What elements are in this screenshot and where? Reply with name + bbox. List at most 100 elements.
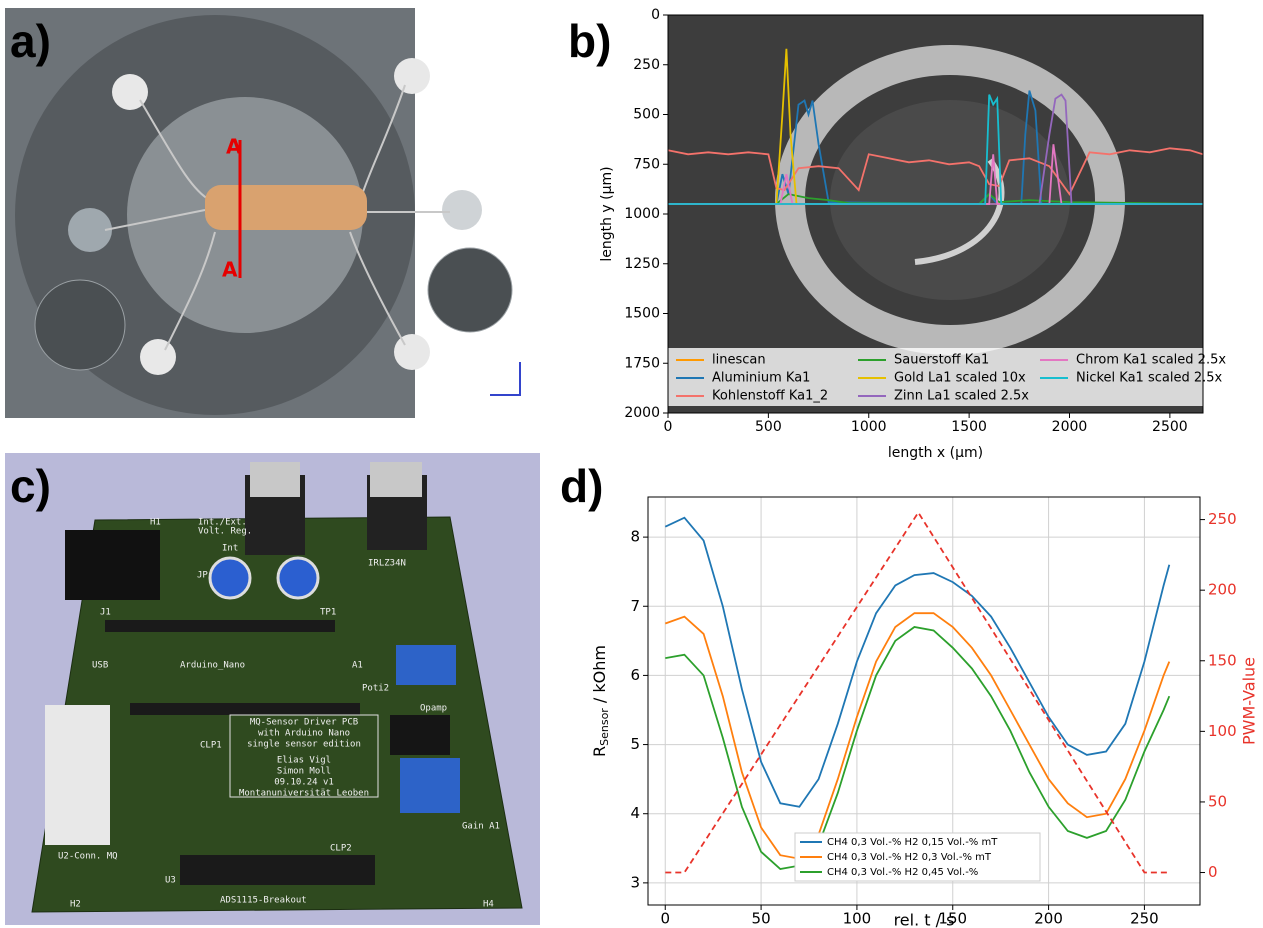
x-tick-label: 1500: [951, 419, 987, 435]
pcb-label: Poti2: [362, 684, 389, 694]
pcb-label: TP1: [320, 608, 336, 618]
header: [180, 855, 375, 885]
pcb-label: J1: [100, 608, 111, 618]
opamp-chip: [390, 715, 450, 755]
x-tick-label: 0: [660, 910, 670, 928]
y-tick-label: 500: [633, 107, 660, 123]
x-axis-label: length x (µm): [888, 445, 983, 461]
x-axis-label: rel. t / s: [894, 911, 955, 928]
legend-label: linescan: [712, 353, 766, 368]
x-tick-label: 100: [843, 910, 872, 928]
legend-label: Chrom Ka1 scaled 2.5x: [1076, 353, 1226, 368]
panel-label: d): [560, 460, 603, 512]
legend-label: CH4 0,3 Vol.-% H2 0,15 Vol.-% mT: [827, 837, 998, 848]
legend-label: CH4 0,3 Vol.-% H2 0,3 Vol.-% mT: [827, 852, 992, 863]
hole: [428, 248, 512, 332]
heatsink: [250, 462, 300, 497]
pcb-label: U2-Conn. MQ: [58, 852, 118, 862]
y-axis-label-main: length y (µm): [599, 166, 615, 261]
pcb-label: H2: [70, 900, 81, 910]
pcb-label: USB: [92, 661, 108, 671]
legend-label: Gold La1 scaled 10x: [894, 371, 1026, 386]
contact-pin: [394, 58, 430, 94]
y-tick-label: 6: [630, 666, 640, 684]
pcb-label: CLP1: [200, 741, 222, 751]
heatsink: [370, 462, 422, 497]
x-tick-label: 500: [755, 419, 782, 435]
y2-tick-label: 200: [1208, 581, 1237, 599]
capacitor: [278, 558, 318, 598]
legend-label: Zinn La1 scaled 2.5x: [894, 389, 1029, 404]
y-tick-label: 0: [651, 7, 660, 23]
sensor-tube: [205, 185, 367, 230]
y-tick-label: 250: [633, 57, 660, 73]
x-tick-label: 2000: [1052, 419, 1088, 435]
scale-bar: [490, 362, 520, 395]
contact-pin: [442, 190, 482, 230]
x-tick-label: 200: [1034, 910, 1063, 928]
y-tick-label: 4: [630, 804, 640, 822]
dc-jack: [65, 530, 160, 600]
y-tick-label: 7: [630, 597, 640, 615]
y2-axis-label: PWM-Value: [1240, 657, 1259, 745]
y2-tick-label: 100: [1208, 722, 1237, 740]
y2-tick-label: 50: [1208, 792, 1227, 810]
x-tick-label: 250: [1130, 910, 1159, 928]
figure: A A H1 J1 JP Int Int./Ext. Volt. Reg. TP…: [0, 0, 1263, 928]
hole: [35, 280, 125, 370]
pcb-info: Montanuniversität Leoben: [239, 789, 369, 799]
pcb-label: H4: [483, 900, 494, 910]
header: [105, 620, 335, 632]
pcb-info: Elias Vigl: [277, 756, 331, 766]
pcb-info: single sensor edition: [247, 740, 361, 750]
y-tick-label: 1000: [624, 206, 660, 222]
y-tick-label: 3: [630, 873, 640, 891]
pcb-info: MQ-Sensor Driver PCB: [250, 718, 358, 728]
header: [130, 703, 360, 715]
pcb-label: Arduino_Nano: [180, 661, 245, 671]
y2-tick-label: 150: [1208, 651, 1237, 669]
panel-label: b): [568, 15, 611, 67]
contact-pin: [140, 339, 176, 375]
pcb-label: IRLZ34N: [368, 559, 406, 569]
pcb-label: ADS1115-Breakout: [220, 896, 307, 906]
pcb-info: with Arduino Nano: [258, 729, 350, 739]
y-axis-label: length y (µm): [599, 166, 615, 261]
y-tick-label: 1750: [624, 355, 660, 371]
section-mark: A: [226, 135, 242, 159]
page: { "panel_labels": ["a)", "b)", "c)", "d)…: [0, 0, 1263, 928]
y2-tick-label: 250: [1208, 510, 1237, 528]
y-tick-label: 2000: [624, 405, 660, 421]
y2-tick-label: 0: [1208, 863, 1218, 881]
y-axis-label-unit: / kOhm: [590, 645, 609, 708]
pcb-info: Simon Moll: [277, 767, 331, 777]
x-tick-label: 0: [664, 419, 673, 435]
y-axis-label-main: R: [590, 746, 609, 757]
series-line: [665, 518, 1169, 807]
x-tick-label: 2500: [1152, 419, 1188, 435]
series-line: [665, 513, 1167, 873]
pcb-label: A1: [352, 661, 363, 671]
y-tick-label: 1500: [624, 306, 660, 322]
panel-label: c): [10, 460, 51, 512]
legend-label: Aluminium Ka1: [712, 371, 810, 386]
legend-label: Nickel Ka1 scaled 2.5x: [1076, 371, 1223, 386]
pcb-label: CLP2: [330, 844, 352, 854]
y-axis-label: RSensor / kOhm: [590, 645, 612, 757]
pcb-label: Int: [222, 544, 238, 554]
series-line: [665, 613, 1169, 859]
capacitor: [210, 558, 250, 598]
potentiometer: [400, 758, 460, 813]
pcb-info: 09.10.24 v1: [274, 778, 334, 788]
pcb-label: U3: [165, 876, 176, 886]
potentiometer: [396, 645, 456, 685]
connector: [45, 705, 110, 845]
pcb-label: Gain A1: [462, 822, 500, 832]
legend-label: Kohlenstoff Ka1_2: [712, 389, 828, 404]
legend-label: CH4 0,3 Vol.-% H2 0,45 Vol.-%: [827, 867, 978, 878]
pcb-label: JP: [197, 571, 208, 581]
pcb-label: Opamp: [420, 704, 447, 714]
legend-label: Sauerstoff Ka1: [894, 353, 989, 368]
pcb-label: Volt. Reg.: [198, 527, 252, 537]
contact-pin: [394, 334, 430, 370]
